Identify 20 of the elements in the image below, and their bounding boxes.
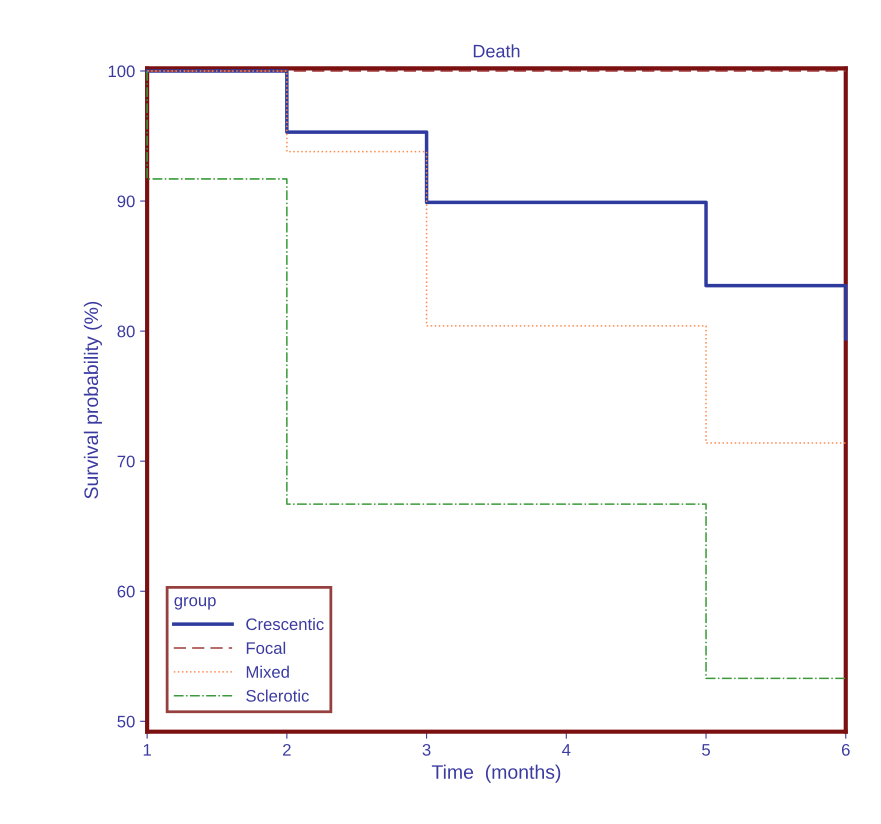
legend-label: Mixed [246,666,289,678]
x-axis-title: Time (months) [432,764,560,783]
y-tick-label: 100 [108,65,135,78]
y-tick-label: 80 [118,326,135,338]
x-tick-label: 4 [562,744,570,756]
legend-label: Crescentic [246,618,324,630]
x-tick-label: 3 [422,744,430,756]
y-tick-label: 70 [118,456,135,468]
x-tick-label: 1 [144,744,151,756]
x-tick-label: 2 [283,744,291,756]
chart-title: Death [474,44,520,58]
y-axis-title: Survival probability (%) [84,302,102,499]
legend-label: Sclerotic [246,690,309,702]
y-tick-label: 60 [118,586,135,598]
legend-label: Focal [246,642,286,654]
y-tick-label: 90 [118,195,135,208]
legend-title: group [174,597,216,610]
x-tick-label: 5 [702,744,710,756]
y-tick-label: 50 [117,716,135,728]
x-tick-label: 6 [842,744,850,756]
